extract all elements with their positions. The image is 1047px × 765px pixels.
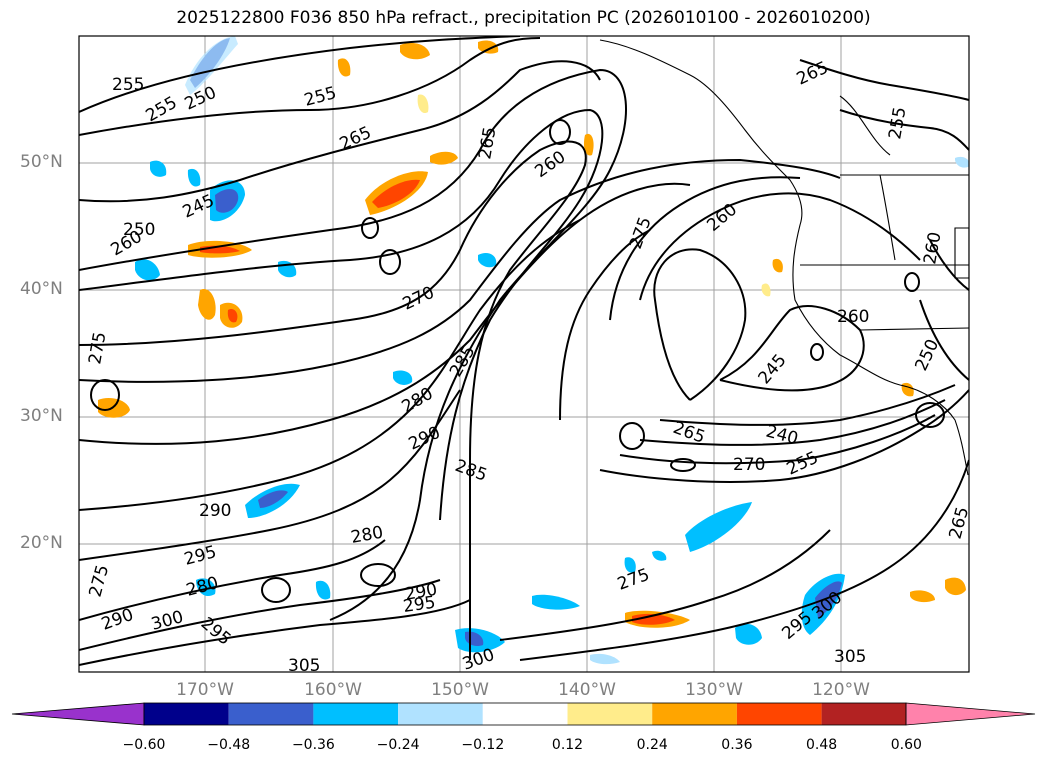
lat-label-30n: 30°N: [20, 406, 63, 426]
map-background: [79, 36, 969, 672]
colorbar-segment: [228, 703, 314, 725]
contour-label: 270: [733, 455, 765, 475]
colorbar-tick-label: −0.24: [376, 737, 420, 753]
contour-label: 290: [199, 501, 231, 521]
colorbar-tick-label: 0.36: [721, 737, 753, 753]
map-frame: [78, 35, 970, 673]
colorbar-extend-min: [11, 702, 145, 726]
colorbar-segment: [736, 703, 822, 725]
colorbar-tick-label: −0.12: [461, 737, 505, 753]
lon-label-170w: 170°W: [176, 680, 234, 700]
colorbar-tick-label: −0.36: [291, 737, 335, 753]
refractivity-contours: [79, 36, 969, 666]
colorbar-tick-label: 0.12: [551, 737, 584, 753]
contour-label: 260: [837, 307, 869, 327]
contour-label: 305: [834, 647, 866, 667]
contour-closed-cells: [90, 119, 945, 603]
colorbar-tick-label: −0.60: [122, 737, 166, 753]
colorbar-segment: [144, 703, 229, 725]
colorbar-segment: [398, 703, 483, 725]
colorbar-tick-label: −0.48: [207, 737, 251, 753]
contour-label: 250: [123, 220, 155, 240]
precip-patches: [98, 36, 969, 665]
colorbar-segment: [821, 703, 907, 725]
lat-label-40n: 40°N: [20, 279, 63, 299]
colorbar-extend-max: [905, 702, 1036, 726]
lon-label-140w: 140°W: [558, 680, 616, 700]
lon-label-160w: 160°W: [304, 680, 362, 700]
contour-label: 255: [112, 75, 144, 95]
map-title: 2025122800 F036 850 hPa refract., precip…: [176, 8, 871, 28]
lat-label-50n: 50°N: [20, 152, 63, 172]
colorbar-segment: [482, 703, 568, 725]
colorbar-tick-label: 0.48: [806, 737, 838, 753]
lon-label-130w: 130°W: [685, 680, 743, 700]
colorbar-tick-label: 0.60: [890, 737, 922, 753]
colorbar-segment: [313, 703, 399, 725]
contour-label: 295: [402, 593, 437, 617]
colorbar-tick-label: 0.24: [636, 737, 668, 753]
colorbar-segment: [652, 703, 737, 725]
lon-label-150w: 150°W: [431, 680, 489, 700]
lat-label-20n: 20°N: [20, 533, 63, 553]
colorbar-segment: [567, 703, 653, 725]
lon-label-120w: 120°W: [812, 680, 870, 700]
colorbar: [11, 702, 1036, 726]
contour-label: 305: [288, 656, 320, 676]
